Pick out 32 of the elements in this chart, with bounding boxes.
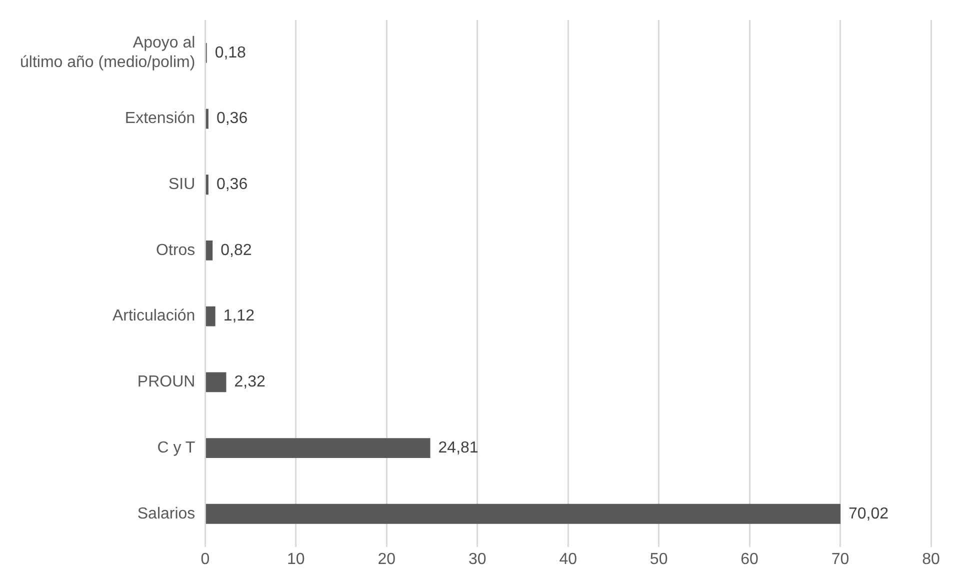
y-tick-label: Articulación [112, 308, 196, 325]
x-tick-label: 80 [922, 550, 940, 568]
x-tick-label: 60 [740, 550, 759, 568]
bar [206, 240, 213, 260]
bar [206, 504, 840, 524]
x-tick-label: 10 [287, 550, 305, 568]
x-tick-label: 20 [378, 550, 396, 568]
y-tick-label: SIU [168, 176, 196, 194]
data-label: 1,12 [223, 308, 255, 325]
data-label: 0,18 [214, 44, 246, 62]
bar [206, 108, 208, 129]
x-tick-label: 30 [468, 550, 486, 568]
x-tick-label: 70 [831, 550, 850, 568]
data-label: 0,36 [216, 176, 248, 194]
data-label: 2,32 [234, 374, 266, 391]
data-label: 0,36 [216, 110, 248, 128]
bar [206, 174, 208, 195]
x-tick-label: 50 [650, 550, 668, 568]
y-tick-label: Extensión [124, 110, 196, 128]
y-tick-label: Salarios [137, 505, 196, 522]
x-tick-label: 0 [200, 550, 210, 568]
bar [206, 372, 226, 392]
bar [206, 438, 430, 458]
y-tick-label: Apoyo al último año (medio/polim) [20, 34, 196, 71]
data-label: 0,82 [220, 242, 252, 259]
data-label: 24,81 [438, 439, 478, 456]
y-tick-label: Otros [156, 242, 196, 259]
y-tick-label: C y T [157, 439, 196, 456]
x-tick-label: 40 [559, 550, 578, 568]
y-tick-label: PROUN [137, 374, 196, 391]
bar [206, 306, 216, 326]
data-label: 70,02 [848, 505, 889, 522]
